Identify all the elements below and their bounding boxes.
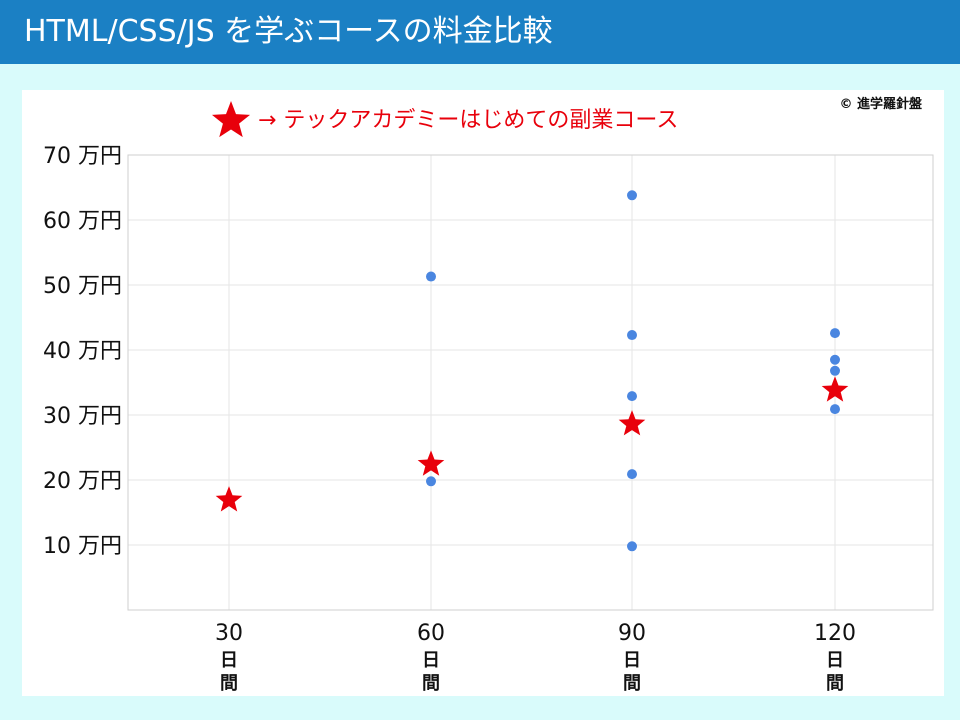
data-point-dot	[627, 330, 637, 341]
legend: → テックアカデミーはじめての副業コース	[211, 101, 678, 138]
x-tick-unit: 間	[422, 673, 440, 694]
data-point-star	[618, 410, 646, 436]
y-tick-label: 40 万円	[43, 339, 122, 364]
data-point-dot	[627, 541, 637, 552]
data-point-star	[821, 376, 849, 402]
y-axis-ticks: 10 万円 20 万円 30 万円 40 万円 50 万円 60 万円 70 万円	[43, 144, 122, 559]
x-tick-unit: 日	[422, 650, 440, 671]
x-tick-unit: 日	[623, 650, 641, 671]
x-tick-unit: 間	[220, 673, 238, 694]
y-tick-label: 20 万円	[43, 469, 122, 494]
x-tick-unit: 間	[623, 673, 641, 694]
page-title: HTML/CSS/JS を学ぶコースの料金比較	[24, 14, 553, 49]
data-point-dot	[426, 476, 436, 487]
x-tick-label: 60	[417, 621, 445, 646]
data-point-dot	[627, 391, 637, 402]
x-tick-unit: 日	[220, 650, 238, 671]
y-tick-label: 70 万円	[43, 144, 122, 169]
data-point-dot	[830, 365, 840, 376]
data-point-dot	[627, 190, 637, 201]
x-tick-label: 120	[814, 621, 856, 646]
legend-star-icon	[211, 101, 251, 138]
y-tick-label: 10 万円	[43, 534, 122, 559]
data-point-star	[417, 450, 445, 476]
data-point-dot	[830, 404, 840, 415]
x-tick-unit: 間	[826, 673, 844, 694]
x-tick-unit: 日	[826, 650, 844, 671]
y-tick-label: 50 万円	[43, 274, 122, 299]
header-bar: HTML/CSS/JS を学ぶコースの料金比較	[0, 0, 960, 64]
copyright-label: © 進学羅針盤	[839, 96, 923, 112]
data-point-star	[215, 486, 243, 512]
x-tick-label: 90	[618, 621, 646, 646]
plot-area-border	[127, 154, 934, 611]
y-tick-label: 30 万円	[43, 404, 122, 429]
chart-panel	[22, 90, 944, 696]
chart-grid	[128, 154, 933, 610]
data-point-dot	[627, 469, 637, 480]
x-tick-label: 30	[215, 621, 243, 646]
legend-label: → テックアカデミーはじめての副業コース	[258, 108, 678, 133]
data-point-dot	[830, 328, 840, 339]
data-marks	[215, 190, 849, 552]
data-point-dot	[830, 354, 840, 365]
data-point-dot	[426, 271, 436, 282]
y-tick-label: 60 万円	[43, 209, 122, 234]
